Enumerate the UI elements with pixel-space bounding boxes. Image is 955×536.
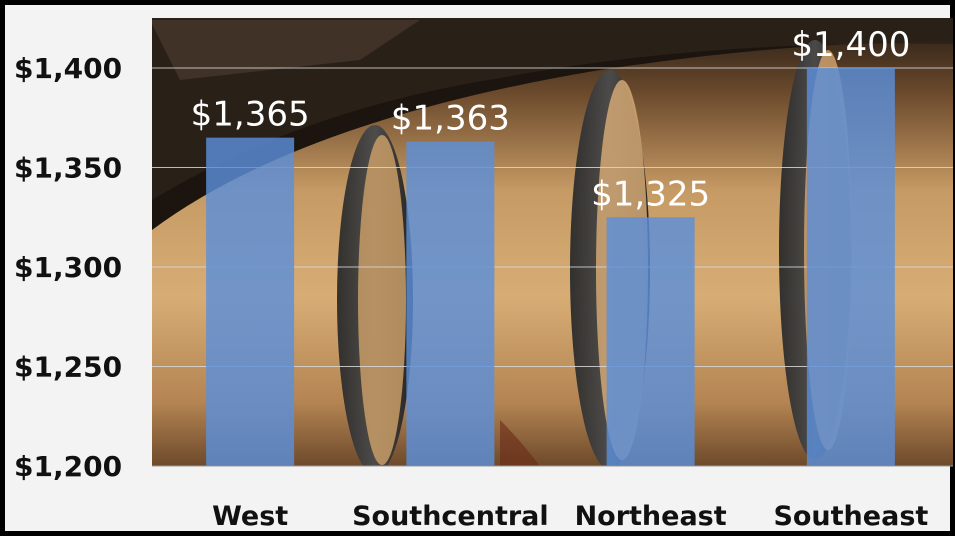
y-tick-label: $1,400 [14, 52, 122, 85]
x-tick-label: Northeast [575, 501, 727, 532]
bars [206, 68, 895, 466]
data-label: $1,365 [191, 95, 310, 135]
y-axis: $1,200 $1,250 $1,300 $1,350 $1,400 [14, 52, 122, 483]
x-tick-label: Southcentral [352, 501, 549, 532]
bar-southeast [806, 68, 895, 466]
x-tick-label: West [212, 501, 288, 532]
data-label: $1,363 [391, 99, 510, 139]
y-tick-label: $1,350 [14, 152, 122, 185]
bar-west [206, 137, 295, 466]
bar-southcentral [406, 141, 495, 466]
x-tick-label: Southeast [773, 501, 928, 532]
bar-northeast [606, 217, 695, 466]
y-tick-label: $1,300 [14, 251, 122, 284]
y-tick-label: $1,200 [14, 450, 122, 483]
x-axis: West Southcentral Northeast Southeast [212, 501, 928, 532]
data-label: $1,400 [791, 25, 910, 65]
y-tick-label: $1,250 [14, 351, 122, 384]
data-labels: $1,365 $1,363 $1,325 $1,400 [191, 25, 911, 214]
data-label: $1,325 [591, 174, 710, 214]
